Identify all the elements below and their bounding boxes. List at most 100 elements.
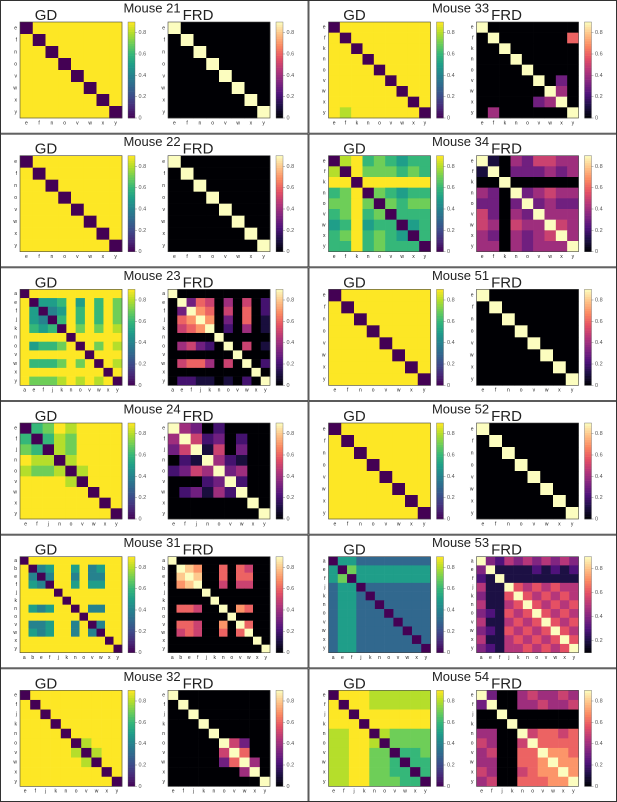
heatmap-cell [195,350,206,360]
heatmap-cell [244,644,254,653]
colorbar-segment [276,563,283,567]
heatmap-cell [347,556,357,566]
heatmap-cell [47,289,58,299]
heatmap-cell [177,289,187,299]
heatmap-cell [20,709,31,720]
heatmap-cell [45,628,55,637]
colorbar-segment [584,232,592,236]
heatmap-cell [177,359,187,369]
colorbar-tick-label: 0.6 [595,185,603,191]
heatmap-cell [210,564,220,573]
heatmap-cell [510,219,523,231]
heatmap-cell [339,96,352,108]
y-tick-label: o [323,201,326,207]
heatmap-cell [507,699,518,710]
y-tick-label: o [323,329,326,335]
y-tick-label: x [163,638,166,644]
y-tick-label: v [15,207,18,213]
colorbar-segment [128,769,135,773]
heatmap-cell [29,341,39,351]
colorbar-frame [584,155,592,252]
colorbar-segment [276,607,283,610]
x-tick-label: x [255,388,258,394]
heatmap-cell [559,574,570,584]
colorbar-tick-label: 0 [287,383,290,389]
heatmap-cell [496,699,508,710]
heatmap-cell [419,209,431,220]
heatmap-cell [559,626,570,636]
heatmap-cell [71,728,82,739]
colorbar-segment [128,115,135,119]
colorbar-segment [128,368,135,372]
heatmap-cell [532,574,542,584]
heatmap-cell [75,289,86,299]
heatmap-cell [244,556,254,565]
colorbar-segment [436,158,444,161]
heatmap-cell [365,617,376,627]
heatmap-cell [354,361,368,374]
colorbar-segment [276,38,283,42]
x-tick-label: k [504,120,507,126]
heatmap-cell [521,107,534,119]
colorbar-segment [436,568,444,572]
heatmap-cell [354,447,368,460]
colorbar-segment [436,437,444,441]
chart-title: GD [343,141,366,158]
heatmap-cell [379,301,393,314]
heatmap-cell [177,324,187,334]
heatmap-cell [20,699,31,710]
heatmap-cell [79,644,89,653]
heatmap-cell [96,564,106,573]
heatmap-cell [407,64,420,76]
heatmap-cell [527,738,538,749]
plot-frame [328,289,431,386]
colorbar-segment [584,427,592,431]
heatmap-cell [419,64,431,76]
x-tick-label: f [351,655,353,661]
heatmap-cell [110,423,123,434]
x-tick-label: w [397,521,401,527]
heatmap-cell [568,699,579,710]
x-tick-label: y [262,120,265,126]
heatmap-cell [66,367,76,377]
colorbar-segment [128,189,135,192]
y-tick-label: w [322,628,326,634]
colorbar-segment [436,580,444,584]
colorbar-segment [128,697,135,701]
heatmap-cell [236,465,248,477]
heatmap-cell [558,767,569,778]
colorbar-segment [436,237,444,240]
heatmap-cell [559,591,570,601]
y-tick-label: e [162,426,165,432]
heatmap-cell [110,508,123,520]
y-tick-label: f [472,169,474,175]
heatmap-cell [113,588,123,597]
y-tick-label: v [471,341,474,347]
x-tick-label: o [211,120,214,126]
colorbar-segment [584,79,592,83]
colorbar-segment [276,614,283,617]
colorbar-segment [128,380,135,384]
heatmap-cell [186,298,197,308]
x-tick-label: o [82,655,85,661]
heatmap-cell [83,227,97,240]
heatmap-cell [487,209,500,220]
heatmap-cell [185,628,194,637]
heatmap-cell [168,298,178,308]
heatmap-cell [109,70,123,83]
heatmap-cell [71,572,80,581]
heatmap-cell [389,757,401,768]
colorbar-tick-label: 0.2 [595,495,603,501]
heatmap-cell [537,699,549,710]
y-tick-label: v [323,341,326,347]
colorbar-segment [276,449,283,453]
colorbar-tick-label: 0.2 [287,94,295,100]
heatmap-cell [45,612,55,621]
y-tick-label: o [162,61,165,67]
heatmap-cell [476,738,487,749]
colorbar-segment [128,430,135,433]
colorbar-segment [436,320,444,324]
colorbar-segment [276,48,283,52]
heatmap-cell [476,349,490,362]
x-tick-label: y [116,388,119,394]
